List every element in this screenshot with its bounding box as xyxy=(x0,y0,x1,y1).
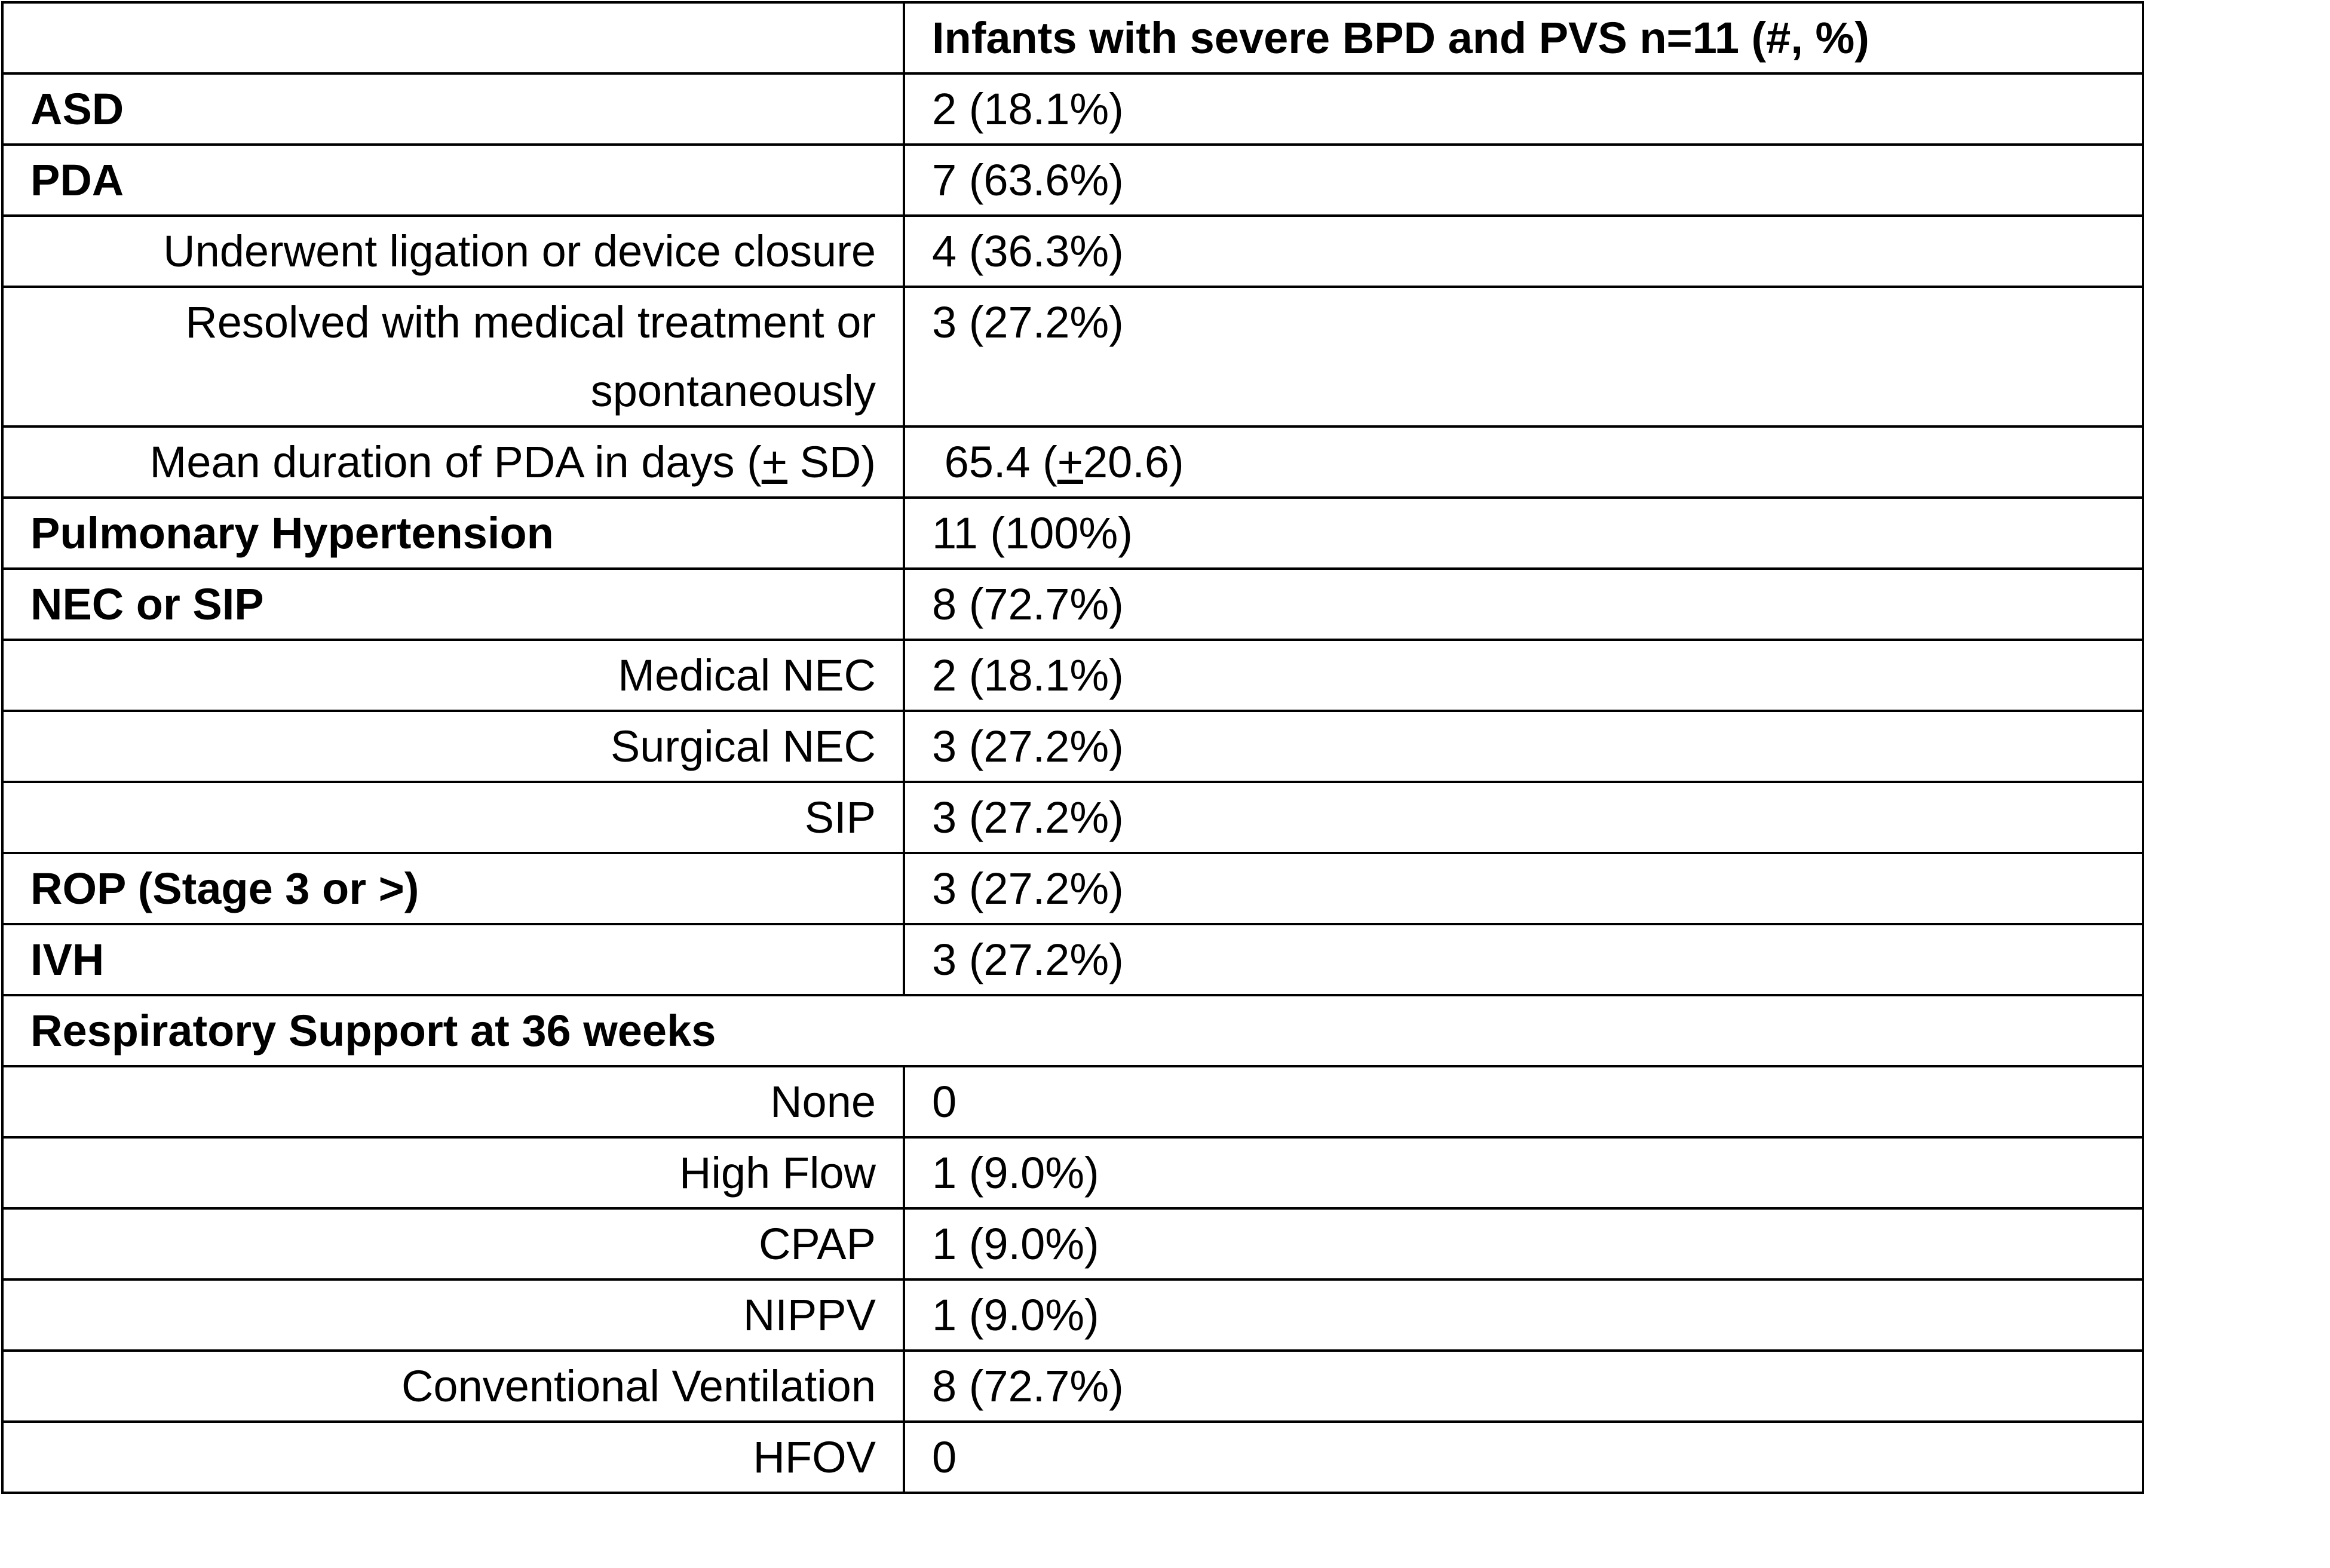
row-value-nippv: 1 (9.0%) xyxy=(903,1278,2144,1352)
table-row: PDA 7 (63.6%) xyxy=(1,143,2144,217)
table-row: Surgical NEC 3 (27.2%) xyxy=(1,710,2144,783)
row-value-sip: 3 (27.2%) xyxy=(903,781,2144,854)
table-row: ASD 2 (18.1%) xyxy=(1,72,2144,146)
table-row: Underwent ligation or device closure 4 (… xyxy=(1,214,2144,288)
row-value-cpap: 1 (9.0%) xyxy=(903,1207,2144,1281)
mean-duration-value-prefix: 65.4 ( xyxy=(944,437,1057,487)
row-label-pulmonary-hypertension: Pulmonary Hypertension xyxy=(1,496,905,570)
row-label-nippv: NIPPV xyxy=(1,1278,905,1352)
table-section-row: Respiratory Support at 36 weeks xyxy=(1,994,2144,1067)
row-value-medical-nec: 2 (18.1%) xyxy=(903,639,2144,712)
row-value-none: 0 xyxy=(903,1065,2144,1139)
row-label-surgical-nec: Surgical NEC xyxy=(1,710,905,783)
row-value-resolved: 3 (27.2%) xyxy=(903,286,2144,428)
table-row: HFOV 0 xyxy=(1,1420,2144,1494)
row-value-high-flow: 1 (9.0%) xyxy=(903,1136,2144,1210)
table-row: CPAP 1 (9.0%) xyxy=(1,1207,2144,1281)
row-label-conventional-ventilation: Conventional Ventilation xyxy=(1,1349,905,1423)
table-row: Mean duration of PDA in days (+ SD) 65.4… xyxy=(1,425,2144,499)
row-label-mean-duration: Mean duration of PDA in days (+ SD) xyxy=(1,425,905,499)
table-header-row: Infants with severe BPD and PVS n=11 (#,… xyxy=(1,1,2144,75)
table-row: IVH 3 (27.2%) xyxy=(1,923,2144,996)
row-label-asd: ASD xyxy=(1,72,905,146)
row-label-pda: PDA xyxy=(1,143,905,217)
mean-duration-value-suffix: 20.6) xyxy=(1083,437,1184,487)
clinical-outcomes-table: Infants with severe BPD and PVS n=11 (#,… xyxy=(1,1,2144,1494)
row-value-ligation: 4 (36.3%) xyxy=(903,214,2144,288)
header-label-cell xyxy=(1,1,905,75)
row-label-high-flow: High Flow xyxy=(1,1136,905,1210)
row-label-nec-or-sip: NEC or SIP xyxy=(1,567,905,641)
row-label-resolved: Resolved with medical treatment or spont… xyxy=(1,286,905,428)
row-value-surgical-nec: 3 (27.2%) xyxy=(903,710,2144,783)
header-value-cell: Infants with severe BPD and PVS n=11 (#,… xyxy=(903,1,2144,75)
plus-minus-symbol: + xyxy=(761,437,787,487)
mean-duration-label-suffix: SD) xyxy=(787,437,876,487)
table-row: None 0 xyxy=(1,1065,2144,1139)
row-value-pda: 7 (63.6%) xyxy=(903,143,2144,217)
row-label-medical-nec: Medical NEC xyxy=(1,639,905,712)
row-label-ivh: IVH xyxy=(1,923,905,996)
row-label-sip: SIP xyxy=(1,781,905,854)
table-row: Medical NEC 2 (18.1%) xyxy=(1,639,2144,712)
plus-minus-symbol: + xyxy=(1057,437,1084,487)
row-value-pulmonary-hypertension: 11 (100%) xyxy=(903,496,2144,570)
table-row: SIP 3 (27.2%) xyxy=(1,781,2144,854)
table-row: NEC or SIP 8 (72.7%) xyxy=(1,567,2144,641)
table-row: Resolved with medical treatment or spont… xyxy=(1,286,2144,428)
row-value-hfov: 0 xyxy=(903,1420,2144,1494)
row-value-ivh: 3 (27.2%) xyxy=(903,923,2144,996)
table-row: NIPPV 1 (9.0%) xyxy=(1,1278,2144,1352)
row-value-conventional-ventilation: 8 (72.7%) xyxy=(903,1349,2144,1423)
row-label-ligation: Underwent ligation or device closure xyxy=(1,214,905,288)
table-row: High Flow 1 (9.0%) xyxy=(1,1136,2144,1210)
mean-duration-label-prefix: Mean duration of PDA in days ( xyxy=(149,437,762,487)
row-value-mean-duration: 65.4 (+20.6) xyxy=(903,425,2144,499)
section-heading-respiratory-support: Respiratory Support at 36 weeks xyxy=(1,994,2144,1067)
row-value-asd: 2 (18.1%) xyxy=(903,72,2144,146)
row-label-rop: ROP (Stage 3 or >) xyxy=(1,852,905,925)
row-value-rop: 3 (27.2%) xyxy=(903,852,2144,925)
table-row: Conventional Ventilation 8 (72.7%) xyxy=(1,1349,2144,1423)
row-value-nec-or-sip: 8 (72.7%) xyxy=(903,567,2144,641)
row-label-cpap: CPAP xyxy=(1,1207,905,1281)
table-row: Pulmonary Hypertension 11 (100%) xyxy=(1,496,2144,570)
row-label-hfov: HFOV xyxy=(1,1420,905,1494)
row-label-none: None xyxy=(1,1065,905,1139)
table-row: ROP (Stage 3 or >) 3 (27.2%) xyxy=(1,852,2144,925)
